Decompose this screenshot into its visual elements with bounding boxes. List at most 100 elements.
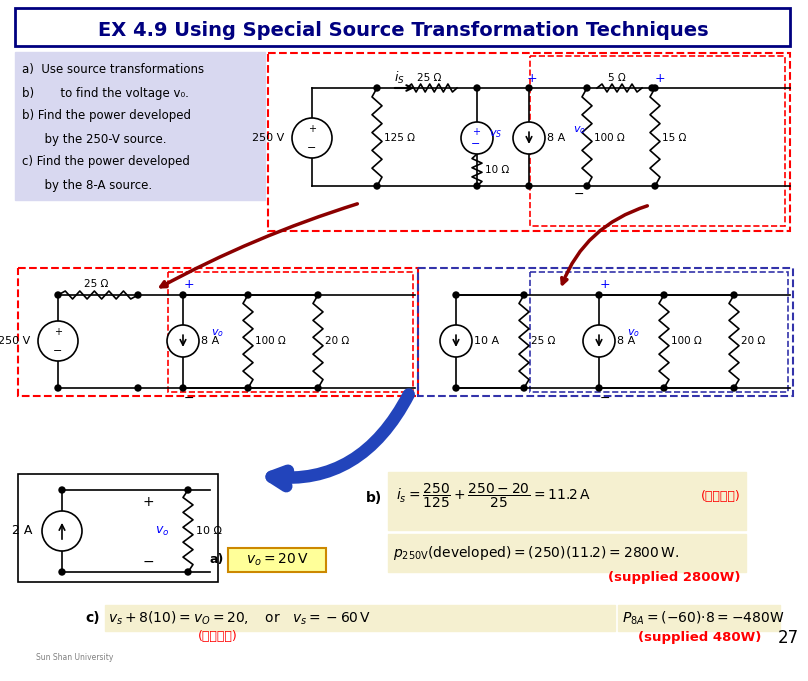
- Text: $P_{8A} = (-60){\cdot}8 = {-480}\mathrm{W}$: $P_{8A} = (-60){\cdot}8 = {-480}\mathrm{…: [622, 609, 785, 627]
- Text: +: +: [600, 279, 610, 291]
- Text: 250 V: 250 V: [252, 133, 284, 143]
- Text: +: +: [54, 327, 62, 337]
- Text: Sun Shan University: Sun Shan University: [36, 654, 114, 663]
- Text: 2 A: 2 A: [11, 524, 32, 537]
- Text: EX 4.9 Using Special Source Transformation Techniques: EX 4.9 Using Special Source Transformati…: [98, 22, 709, 40]
- Circle shape: [135, 292, 141, 298]
- Circle shape: [526, 183, 532, 189]
- Text: +: +: [183, 279, 194, 291]
- Bar: [388, 534, 746, 572]
- Text: a): a): [209, 554, 224, 567]
- Bar: [18, 268, 418, 396]
- Text: 5 Ω: 5 Ω: [608, 73, 626, 83]
- Circle shape: [474, 183, 480, 189]
- Bar: [168, 272, 413, 392]
- Circle shape: [38, 321, 78, 361]
- Circle shape: [652, 183, 658, 189]
- Circle shape: [245, 385, 251, 391]
- Text: $v_o = 20\,\mathrm{V}$: $v_o = 20\,\mathrm{V}$: [246, 552, 309, 568]
- Text: +: +: [472, 127, 480, 137]
- Text: 27: 27: [777, 629, 798, 647]
- Text: 8 A: 8 A: [547, 133, 566, 143]
- Text: $v_o$: $v_o$: [627, 327, 640, 339]
- Text: $v_o$: $v_o$: [155, 524, 170, 537]
- Text: b)       to find the voltage v₀.: b) to find the voltage v₀.: [22, 86, 189, 99]
- Circle shape: [596, 292, 602, 298]
- Bar: [388, 472, 746, 530]
- Text: $i_s = \dfrac{250}{125} + \dfrac{250-20}{25} = 11.2\,\mathrm{A}$: $i_s = \dfrac{250}{125} + \dfrac{250-20}…: [396, 482, 591, 510]
- Text: $v_s + 8(10) = v_O = 20,\quad \mathrm{or}\quad v_s = -60\,\mathrm{V}$: $v_s + 8(10) = v_O = 20,\quad \mathrm{or…: [108, 609, 372, 627]
- Circle shape: [731, 292, 737, 298]
- Circle shape: [55, 385, 61, 391]
- Circle shape: [135, 385, 141, 391]
- Circle shape: [315, 292, 321, 298]
- Text: $v_o$: $v_o$: [573, 124, 586, 136]
- Bar: [105, 605, 615, 631]
- Circle shape: [526, 85, 532, 91]
- Text: (參考原圖): (參考原圖): [701, 490, 741, 503]
- Circle shape: [292, 118, 332, 158]
- Circle shape: [584, 183, 590, 189]
- Text: 20 Ω: 20 Ω: [741, 336, 765, 346]
- Text: 10 A: 10 A: [474, 336, 499, 346]
- Text: (參考原圖): (參考原圖): [198, 629, 238, 642]
- Text: −: −: [600, 392, 610, 405]
- Circle shape: [440, 325, 472, 357]
- Circle shape: [652, 85, 658, 91]
- Circle shape: [315, 385, 321, 391]
- Circle shape: [584, 85, 590, 91]
- Circle shape: [521, 292, 527, 298]
- Circle shape: [245, 292, 251, 298]
- Circle shape: [42, 511, 82, 551]
- Text: 125 Ω: 125 Ω: [384, 133, 415, 143]
- Bar: [228, 548, 326, 572]
- Text: 100 Ω: 100 Ω: [671, 336, 702, 346]
- Bar: [530, 272, 788, 392]
- Text: +: +: [142, 495, 154, 509]
- Bar: [268, 53, 790, 231]
- Circle shape: [374, 85, 380, 91]
- Text: −: −: [142, 555, 154, 569]
- Circle shape: [583, 325, 615, 357]
- Text: b): b): [366, 491, 382, 505]
- Circle shape: [180, 385, 186, 391]
- Text: c) Find the power developed: c) Find the power developed: [22, 155, 190, 168]
- Text: $v_o$: $v_o$: [211, 327, 224, 339]
- Circle shape: [59, 569, 65, 575]
- Text: 15 Ω: 15 Ω: [662, 133, 686, 143]
- Text: −: −: [53, 346, 63, 356]
- Text: 10 Ω: 10 Ω: [196, 526, 222, 536]
- Text: +: +: [308, 124, 316, 134]
- Text: 250 V: 250 V: [0, 336, 30, 346]
- Text: 25 Ω: 25 Ω: [417, 73, 441, 83]
- Circle shape: [453, 292, 459, 298]
- Text: −: −: [307, 143, 317, 153]
- Text: (supplied 480W): (supplied 480W): [638, 631, 762, 644]
- Circle shape: [474, 85, 480, 91]
- Text: b) Find the power developed: b) Find the power developed: [22, 110, 191, 123]
- Text: −: −: [183, 392, 194, 405]
- Text: 8 A: 8 A: [201, 336, 219, 346]
- Bar: [418, 268, 793, 396]
- Text: (supplied 2800W): (supplied 2800W): [608, 571, 741, 584]
- Circle shape: [59, 487, 65, 493]
- Circle shape: [661, 292, 667, 298]
- Circle shape: [521, 385, 527, 391]
- Text: 100 Ω: 100 Ω: [255, 336, 286, 346]
- Circle shape: [185, 487, 191, 493]
- Circle shape: [55, 292, 61, 298]
- Circle shape: [513, 122, 545, 154]
- Bar: [15, 52, 265, 200]
- Circle shape: [661, 385, 667, 391]
- Text: c): c): [86, 611, 100, 625]
- Bar: [15, 8, 790, 46]
- Text: +: +: [655, 72, 666, 84]
- Text: 8 A: 8 A: [617, 336, 635, 346]
- Bar: [530, 56, 785, 226]
- Text: 25 Ω: 25 Ω: [84, 279, 108, 289]
- Text: by the 8-A source.: by the 8-A source.: [22, 178, 152, 191]
- Circle shape: [596, 385, 602, 391]
- Text: −: −: [574, 187, 584, 200]
- Text: 25 Ω: 25 Ω: [531, 336, 555, 346]
- Text: by the 250-V source.: by the 250-V source.: [22, 133, 166, 146]
